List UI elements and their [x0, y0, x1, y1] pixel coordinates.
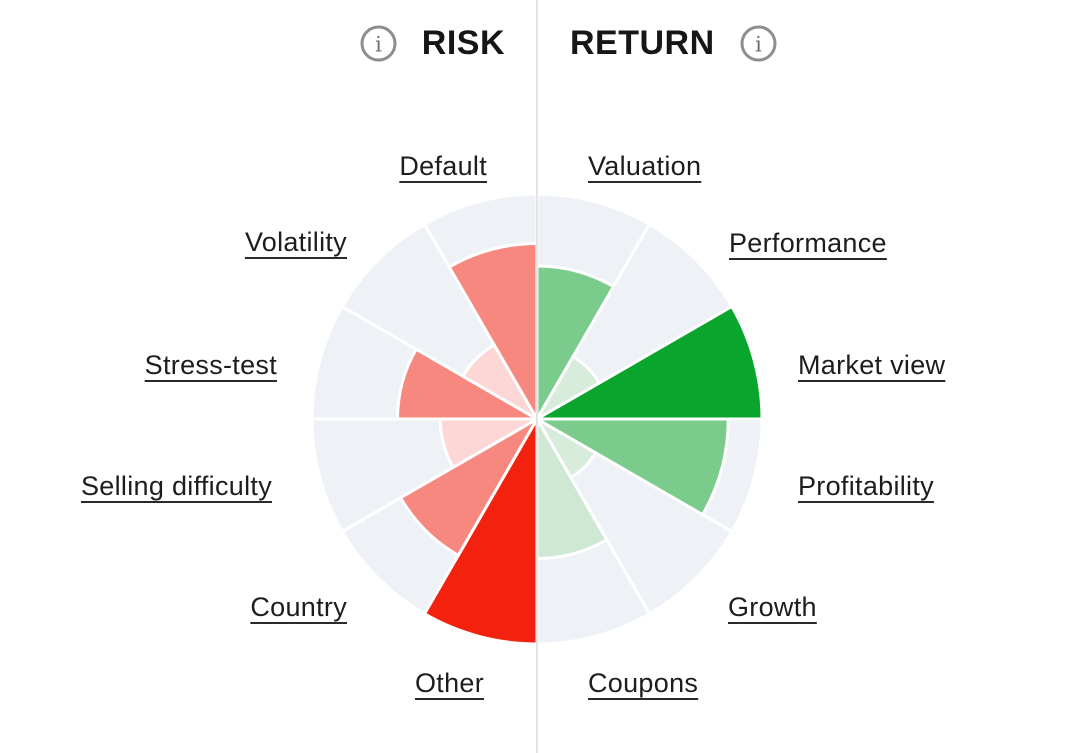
- sector-label-country[interactable]: Country: [250, 592, 347, 622]
- risk-title: RISK: [421, 24, 505, 62]
- info-icon-return[interactable]: i: [740, 25, 777, 62]
- sector-label-stress_test[interactable]: Stress-test: [144, 350, 277, 380]
- info-icon-risk[interactable]: i: [360, 25, 397, 62]
- return-title: RETURN: [570, 24, 715, 62]
- sector-label-performance[interactable]: Performance: [729, 228, 887, 258]
- risk-header: i RISK: [360, 24, 505, 62]
- sector-value-stress_test[interactable]: [395, 347, 543, 421]
- header: i RISK RETURN i: [0, 0, 1070, 90]
- return-header: RETURN i: [570, 24, 777, 62]
- rose-chart-svg: [310, 192, 764, 646]
- sector-label-profitability[interactable]: Profitability: [798, 471, 934, 501]
- sector-value-market_view[interactable]: [531, 304, 764, 421]
- sector-label-market_view[interactable]: Market view: [798, 350, 946, 380]
- sector-value-profitability[interactable]: [531, 417, 730, 517]
- sector-value-default[interactable]: [447, 241, 539, 425]
- svg-text:i: i: [755, 32, 762, 56]
- svg-text:i: i: [375, 32, 382, 56]
- sector-label-default[interactable]: Default: [399, 151, 487, 181]
- sector-label-growth[interactable]: Growth: [728, 592, 817, 622]
- sector-label-other[interactable]: Other: [414, 668, 484, 698]
- sector-label-coupons[interactable]: Coupons: [588, 668, 699, 698]
- sector-value-country[interactable]: [398, 414, 542, 558]
- sector-value-other[interactable]: [422, 413, 539, 646]
- rose-chart: [297, 179, 777, 659]
- sector-label-valuation[interactable]: Valuation: [588, 151, 702, 181]
- sector-label-selling_difficulty[interactable]: Selling difficulty: [81, 471, 272, 501]
- sector-label-volatility[interactable]: Volatility: [244, 227, 347, 257]
